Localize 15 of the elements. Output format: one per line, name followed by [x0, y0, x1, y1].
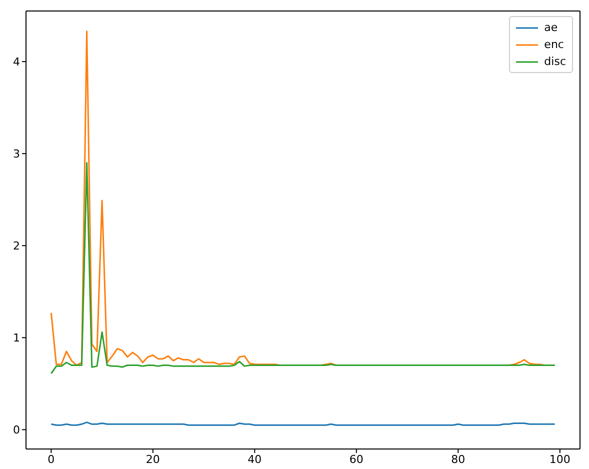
- y-tick-label: 0: [13, 424, 20, 437]
- y-tick-label: 2: [13, 240, 20, 253]
- x-tick-label: 20: [146, 452, 160, 466]
- y-tick-label: 4: [13, 56, 20, 69]
- x-tick-label: 0: [48, 452, 55, 466]
- x-tick-label: 80: [451, 452, 466, 466]
- x-tick-label: 40: [248, 452, 262, 466]
- x-tick-label: 100: [549, 452, 570, 466]
- legend-label: ae: [544, 20, 558, 36]
- y-tick-label: 3: [13, 148, 20, 161]
- legend-label: disc: [544, 54, 566, 70]
- legend-label: enc: [544, 37, 564, 53]
- y-tick-label: 1: [13, 332, 20, 345]
- line-series: [50, 162, 556, 374]
- x-tick-label: 60: [349, 452, 364, 466]
